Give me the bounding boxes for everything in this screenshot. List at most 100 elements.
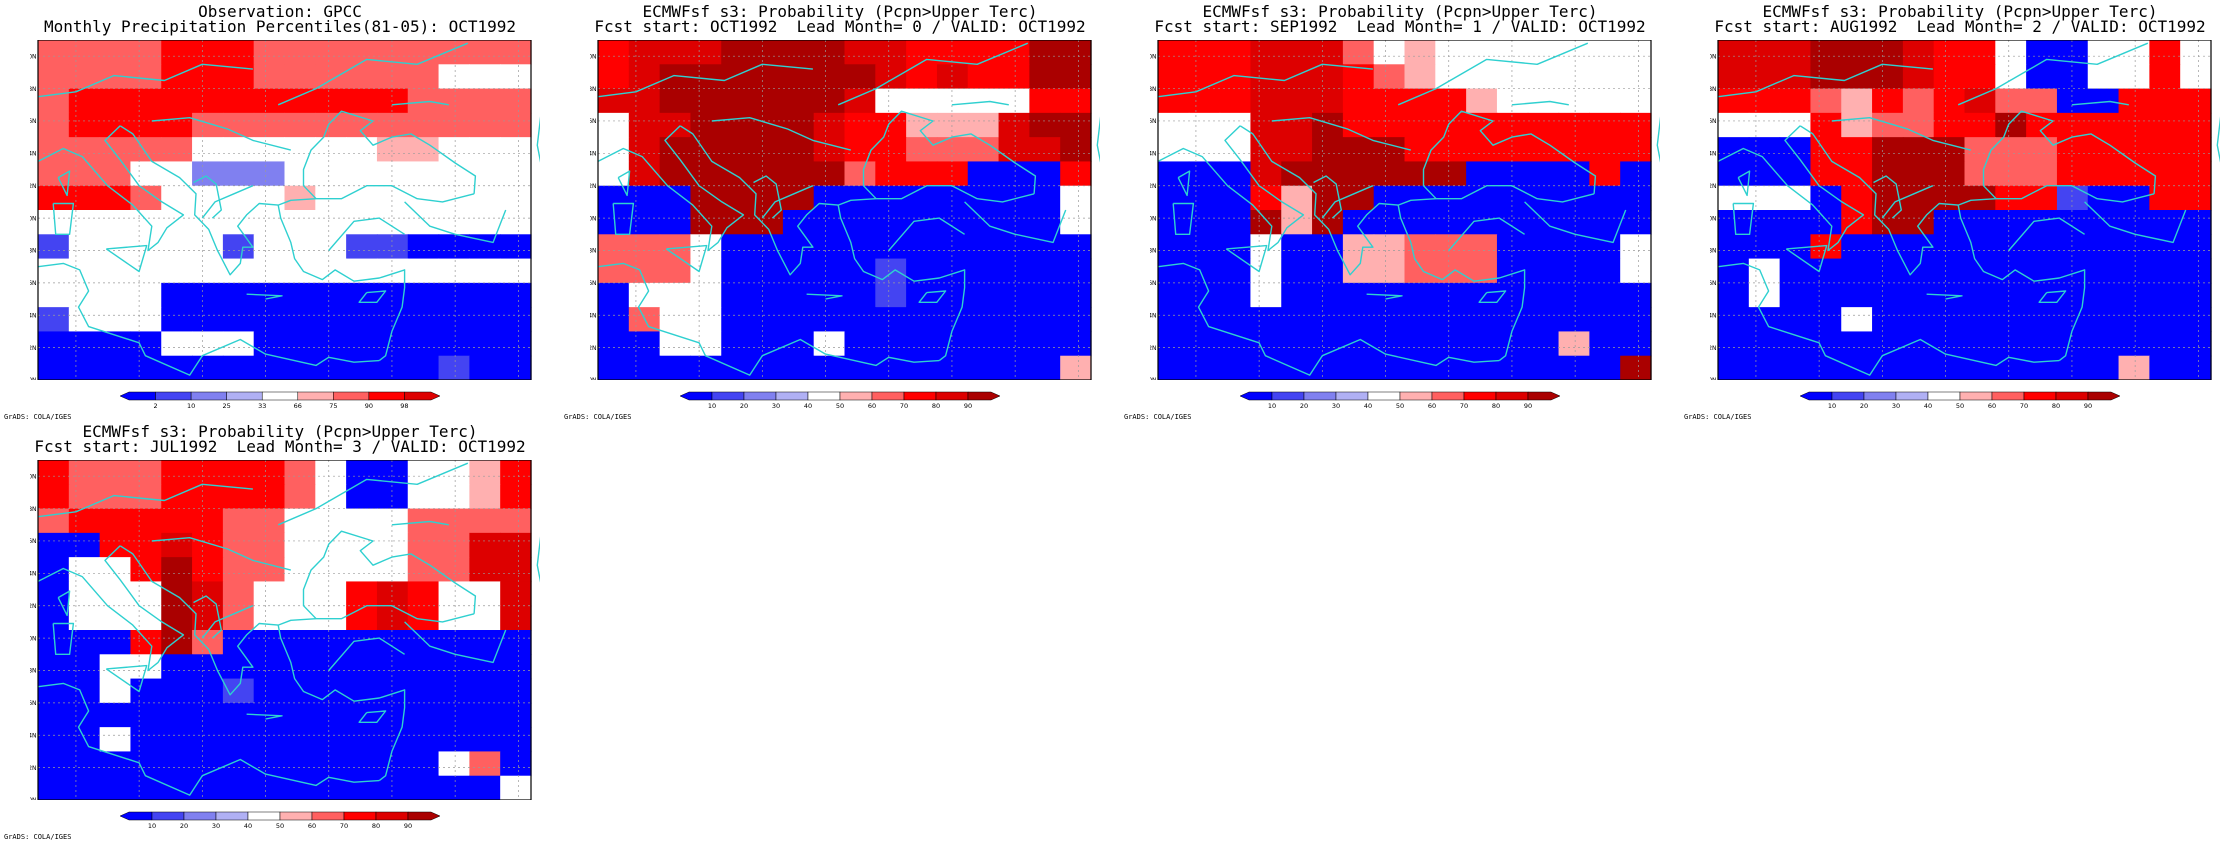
grid-cell — [407, 331, 440, 357]
coastline — [837, 204, 966, 362]
grid-cell — [998, 258, 1030, 284]
grid-cell — [1779, 185, 1812, 211]
grid-cell — [1841, 64, 1873, 90]
grid-cell — [2087, 282, 2120, 308]
grid-cell — [1188, 210, 1221, 235]
lat-tick-label: 34N — [1150, 312, 1157, 319]
grid-cell — [284, 508, 316, 534]
grid-cell — [813, 64, 846, 90]
grads-credit: GrADS: COLA/IGES — [4, 833, 72, 841]
grid-cell — [1188, 112, 1221, 138]
grid-cell — [1527, 234, 1560, 260]
lat-tick-label: 40N — [30, 215, 37, 222]
grid-cell — [1029, 355, 1061, 380]
grid-cell — [721, 112, 753, 138]
grid-cell — [1373, 307, 1406, 333]
grid-cell — [1872, 210, 1904, 235]
grid-cell — [315, 307, 347, 333]
grid-cell — [967, 64, 1000, 90]
grid-cell — [690, 112, 722, 138]
grid-cell — [407, 234, 440, 260]
grid-cell — [782, 282, 815, 308]
grid-cell — [130, 258, 162, 284]
grid-cell — [253, 654, 286, 680]
grid-cell — [376, 484, 409, 510]
grid-cell — [1404, 282, 1436, 308]
grid-cell — [1810, 137, 1842, 163]
lat-tick-label: 44N — [30, 151, 37, 158]
coastline — [1397, 184, 1595, 206]
grid-cell — [1810, 112, 1842, 138]
grid-cell — [1995, 234, 2027, 260]
grid-cell — [967, 355, 1000, 380]
grid-cell — [813, 112, 846, 138]
grid-cell — [130, 64, 162, 90]
grid-cell — [438, 137, 470, 163]
grid-cell — [99, 282, 132, 308]
grid-cell — [690, 355, 722, 380]
map-frame — [597, 40, 1092, 380]
gridlines — [38, 40, 531, 380]
grid-cell — [690, 258, 722, 284]
grid-cell — [2149, 331, 2181, 357]
grid-cell — [469, 307, 501, 333]
grid-cell — [936, 355, 969, 380]
grid-cell — [2149, 88, 2181, 114]
grid-cell — [346, 581, 378, 607]
grid-cell — [598, 258, 630, 284]
panel-title: ECMWFsf s3: Probability (Pcpn>Upper Terc… — [1202, 2, 1598, 21]
coastline — [1926, 293, 1963, 300]
grid-cell — [222, 630, 255, 655]
grid-cell — [68, 678, 101, 704]
grid-cell — [813, 331, 846, 357]
grid-cell — [346, 234, 378, 260]
precip-map: 10E15E20E25E30E35E40E45E30N32N34N36N38N4… — [590, 40, 1100, 380]
grid-cell — [1281, 355, 1313, 380]
grid-cell — [1841, 161, 1873, 187]
grid-cell — [253, 355, 286, 380]
grid-cell — [967, 161, 1000, 187]
grid-cell — [500, 210, 532, 235]
grid-cell — [2180, 40, 2212, 65]
grid-cell — [1527, 185, 1560, 211]
colorbar-label: 30 — [1332, 402, 1340, 410]
grid-cell — [598, 307, 630, 333]
grid-cell — [38, 508, 70, 534]
lat-tick-label: 50N — [30, 53, 37, 60]
grid-cell — [1558, 64, 1590, 90]
grid-cell — [844, 112, 876, 138]
grid-cell — [1779, 282, 1812, 308]
grid-cell — [284, 727, 316, 753]
grid-cell — [721, 185, 753, 211]
lat-tick-label: 32N — [1710, 345, 1717, 352]
lat-tick-label: 48N — [590, 86, 597, 93]
grid-cell — [1902, 282, 1935, 308]
grid-cell — [2056, 210, 2089, 235]
grid-cell — [813, 307, 846, 333]
colorbar-label: 50 — [836, 402, 844, 410]
grid-cell — [192, 775, 224, 800]
grid-cell — [1312, 258, 1344, 284]
grid-cell — [1466, 282, 1498, 308]
grid-cell — [998, 234, 1030, 260]
grid-cell — [2026, 185, 2058, 211]
grid-cell — [2118, 64, 2150, 90]
colorbar-segment — [368, 391, 405, 401]
grid-cell — [68, 460, 101, 485]
grid-cell — [1281, 112, 1313, 138]
grid-cell — [99, 185, 132, 211]
tick-labels: 10E15E20E25E30E35E40E45E30N32N34N36N38N4… — [1150, 53, 1157, 380]
lat-tick-label: 46N — [1150, 118, 1157, 125]
grid-cell — [1029, 210, 1061, 235]
grid-cell — [500, 234, 532, 260]
grid-cell — [1281, 258, 1313, 284]
coastline — [105, 664, 148, 693]
grid-cell — [1872, 161, 1904, 187]
grid-cell — [1250, 258, 1282, 284]
colorbar-label: 10 — [148, 822, 156, 830]
colorbar-segment — [1239, 391, 1273, 401]
grid-cell — [875, 161, 907, 187]
grid-cell — [906, 112, 938, 138]
grid-cell — [1841, 282, 1873, 308]
grid-cell — [438, 605, 470, 631]
